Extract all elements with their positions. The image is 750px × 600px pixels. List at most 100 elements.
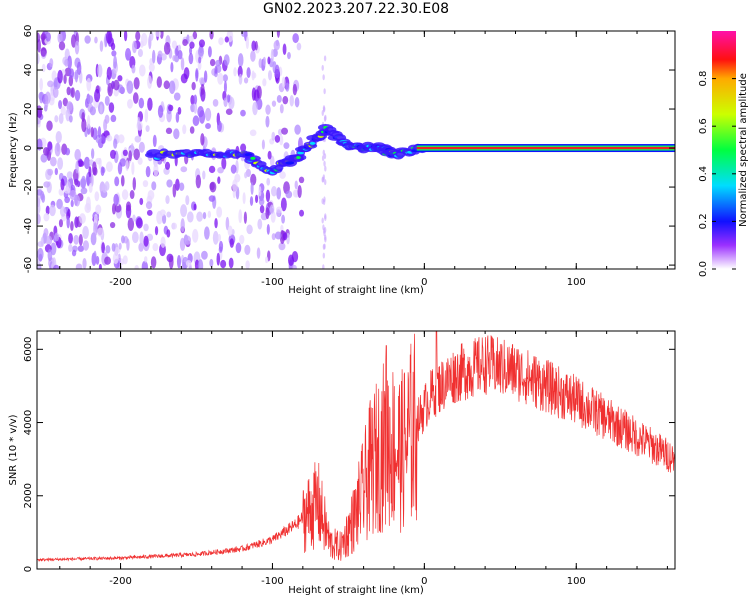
- noise-blob: [279, 171, 286, 179]
- noise-blob: [195, 174, 202, 189]
- spectrogram-y-tick-label: -20: [23, 179, 34, 195]
- noise-blob: [269, 204, 275, 215]
- noise-blob: [93, 250, 97, 262]
- noise-blob: [299, 209, 305, 217]
- noise-blob: [168, 255, 174, 269]
- colorbar-tick-label: 0.0: [698, 261, 709, 277]
- noise-blob: [43, 181, 51, 188]
- noise-blob: [182, 124, 187, 135]
- noise-blob: [118, 242, 122, 250]
- noise-blob: [112, 252, 119, 265]
- spectrogram-y-tick-label: 40: [23, 64, 34, 77]
- noise-blob: [50, 242, 57, 256]
- noise-blob: [235, 242, 242, 254]
- noise-blob: [240, 109, 246, 117]
- noise-blob: [195, 69, 199, 82]
- noise-blob: [189, 126, 195, 134]
- noise-blob: [106, 31, 113, 44]
- noise-blob: [37, 259, 41, 269]
- noise-blob: [37, 202, 41, 215]
- noise-blob: [55, 130, 62, 144]
- noise-blob: [70, 34, 77, 48]
- noise-blob: [98, 263, 102, 269]
- noise-blob: [238, 73, 243, 85]
- noise-blob: [47, 249, 53, 262]
- noise-blob: [157, 50, 163, 58]
- noise-blob: [243, 211, 247, 224]
- snr-y-label: SNR (10 * v/v): [8, 414, 19, 485]
- noise-blob: [81, 112, 85, 122]
- noise-blob: [139, 231, 144, 246]
- noise-blob: [258, 198, 265, 206]
- noise-blob: [65, 147, 71, 156]
- noise-blob: [204, 107, 212, 122]
- noise-blob: [281, 127, 288, 135]
- noise-blob: [274, 231, 282, 240]
- noise-blob: [71, 249, 77, 257]
- noise-blob: [138, 242, 144, 252]
- noise-blob: [267, 150, 272, 160]
- noise-blob: [218, 240, 224, 252]
- noise-blob: [292, 83, 298, 96]
- noise-blob: [142, 180, 149, 188]
- noise-blob: [274, 64, 280, 79]
- noise-blob: [95, 255, 100, 265]
- noise-blob: [58, 41, 66, 51]
- noise-blob: [197, 259, 204, 269]
- noise-blob: [99, 40, 104, 52]
- noise-blob: [54, 167, 58, 176]
- noise-blob: [296, 42, 302, 51]
- noise-blob: [80, 187, 88, 195]
- noise-blob: [175, 112, 180, 123]
- noise-blob: [246, 67, 251, 79]
- noise-blob: [82, 240, 89, 251]
- noise-blob: [143, 256, 148, 263]
- noise-blob: [105, 161, 113, 173]
- noise-blob: [120, 175, 125, 187]
- noise-blob: [177, 44, 182, 52]
- noise-blob: [140, 32, 148, 47]
- noise-blob: [271, 186, 277, 197]
- noise-blob: [109, 149, 117, 160]
- noise-blob: [285, 82, 290, 92]
- noise-blob: [73, 234, 80, 245]
- noise-blob: [259, 204, 265, 214]
- spectrogram-x-tick-label: -100: [261, 277, 284, 288]
- spectrogram-y-tick-label: 60: [23, 25, 34, 38]
- noise-blob: [153, 162, 159, 177]
- noise-blob: [125, 160, 129, 172]
- noise-blob: [209, 31, 214, 40]
- noise-blob: [217, 176, 221, 184]
- noise-blob: [294, 180, 298, 190]
- noise-blob: [127, 99, 133, 109]
- noise-blob: [43, 228, 49, 237]
- noise-blob: [58, 113, 64, 125]
- noise-blob: [257, 218, 263, 230]
- noise-blob: [57, 157, 64, 170]
- noise-blob: [170, 61, 174, 73]
- noise-blob: [223, 54, 230, 66]
- noise-blob: [117, 134, 125, 144]
- spike-blob: [323, 243, 326, 250]
- noise-blob: [70, 87, 75, 98]
- spike-blob: [322, 264, 325, 269]
- noise-blob: [180, 166, 188, 173]
- noise-blob: [239, 234, 245, 245]
- noise-blob: [192, 115, 200, 127]
- noise-blob: [111, 203, 116, 215]
- noise-blob: [193, 101, 198, 114]
- noise-blob: [252, 101, 258, 116]
- noise-blob: [289, 94, 294, 107]
- noise-blob: [205, 123, 211, 130]
- noise-blob: [68, 244, 73, 252]
- noise-blob: [255, 194, 259, 204]
- noise-blob: [225, 108, 233, 115]
- noise-blob: [94, 191, 100, 202]
- noise-blob: [251, 87, 257, 101]
- noise-blob: [294, 124, 301, 135]
- noise-blob: [81, 118, 87, 133]
- noise-blob: [47, 141, 53, 151]
- noise-blob: [68, 233, 73, 244]
- noise-blob: [251, 70, 255, 81]
- spike-blob: [324, 165, 327, 172]
